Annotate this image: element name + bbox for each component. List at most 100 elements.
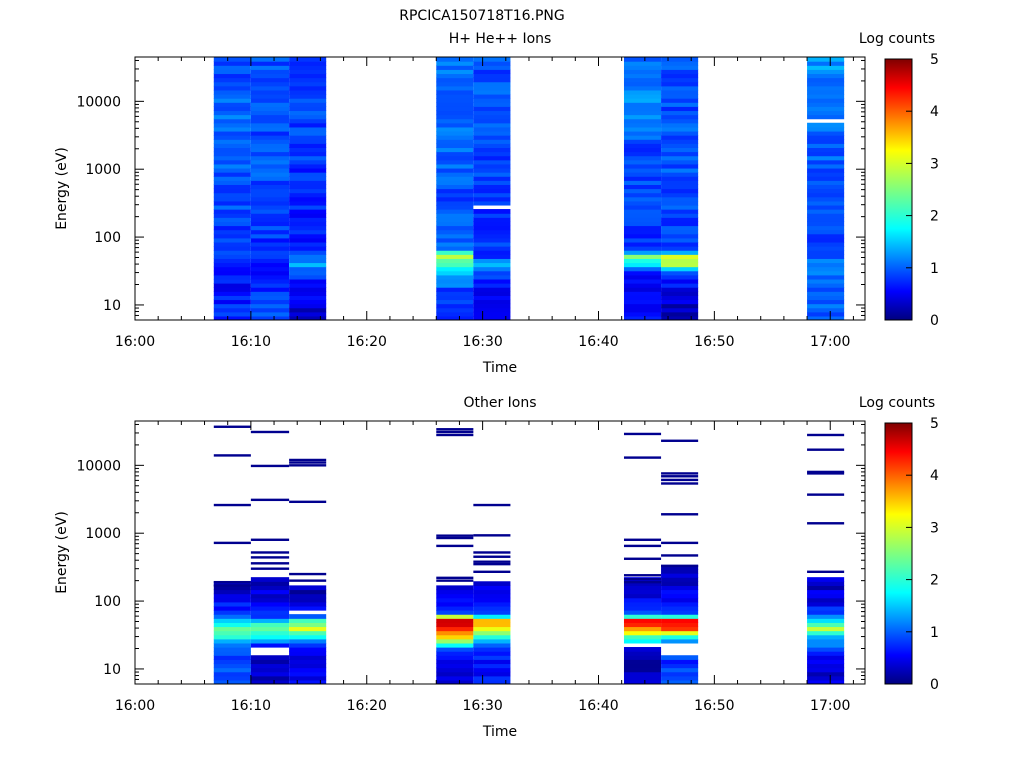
heatmap-cell bbox=[213, 634, 251, 640]
count-line bbox=[436, 433, 474, 437]
heatmap-cell bbox=[436, 163, 474, 169]
heatmap-cell bbox=[250, 209, 290, 214]
heatmap-cell bbox=[289, 200, 327, 206]
heatmap-cell bbox=[289, 110, 327, 116]
heatmap-cell bbox=[623, 303, 662, 309]
heatmap-cell bbox=[250, 605, 290, 611]
heatmap-cell bbox=[473, 85, 511, 91]
heatmap-cell bbox=[436, 270, 474, 276]
heatmap-cell bbox=[473, 605, 511, 611]
heatmap-cell bbox=[661, 184, 699, 190]
heatmap-cell bbox=[436, 618, 474, 623]
heatmap-cell bbox=[661, 217, 699, 222]
heatmap-cell bbox=[289, 155, 327, 161]
heatmap-cell bbox=[213, 589, 251, 595]
count-line bbox=[473, 555, 511, 558]
heatmap-cell bbox=[250, 593, 290, 599]
count-line bbox=[661, 541, 699, 545]
heatmap-cell bbox=[807, 126, 845, 132]
count-line bbox=[250, 538, 290, 541]
heatmap-cell bbox=[250, 139, 290, 144]
count-line bbox=[807, 493, 845, 496]
heatmap-cell bbox=[436, 102, 474, 107]
heatmap-cell bbox=[213, 188, 251, 194]
heatmap-cell bbox=[436, 159, 474, 165]
heatmap-cell bbox=[623, 98, 662, 103]
heatmap-cell bbox=[807, 93, 845, 99]
heatmap-cell bbox=[436, 250, 474, 255]
heatmap-cell bbox=[213, 601, 251, 607]
heatmap-cell bbox=[289, 589, 327, 595]
heatmap-cell bbox=[623, 93, 662, 99]
heatmap-cell bbox=[473, 291, 511, 296]
heatmap-cell bbox=[213, 233, 251, 239]
count-line bbox=[807, 472, 845, 475]
count-line bbox=[807, 570, 845, 573]
heatmap-cell bbox=[250, 287, 290, 292]
heatmap-cell bbox=[289, 593, 327, 599]
heatmap-cell bbox=[213, 262, 251, 268]
heatmap-cell bbox=[250, 241, 290, 247]
time-segment bbox=[436, 57, 474, 320]
heatmap-cell bbox=[473, 176, 511, 181]
heatmap-cell bbox=[213, 229, 251, 235]
heatmap-cell bbox=[473, 237, 511, 243]
heatmap-cell bbox=[473, 221, 511, 227]
heatmap-cell bbox=[807, 184, 845, 190]
heatmap-cell bbox=[213, 593, 251, 599]
heatmap-cell bbox=[473, 671, 511, 677]
heatmap-cell bbox=[250, 159, 290, 165]
heatmap-cell bbox=[436, 675, 474, 681]
heatmap-cell bbox=[436, 98, 474, 103]
heatmap-cell bbox=[289, 299, 327, 305]
heatmap-cell bbox=[289, 291, 327, 296]
heatmap-cell bbox=[807, 610, 845, 615]
heatmap-cell bbox=[807, 638, 845, 644]
heatmap-cell bbox=[213, 114, 251, 120]
heatmap-cell bbox=[250, 581, 290, 586]
heatmap-cell bbox=[661, 241, 699, 247]
heatmap-cell bbox=[289, 258, 327, 264]
heatmap-cell bbox=[213, 246, 251, 251]
count-line bbox=[807, 448, 845, 451]
heatmap-cell bbox=[623, 254, 662, 259]
heatmap-cell bbox=[213, 69, 251, 75]
heatmap-cell bbox=[623, 61, 662, 66]
count-line bbox=[807, 470, 845, 474]
heatmap-cell bbox=[661, 98, 699, 103]
heatmap-cell bbox=[289, 102, 327, 107]
heatmap-cell bbox=[473, 65, 511, 70]
count-line bbox=[213, 425, 251, 428]
heatmap-cell bbox=[661, 262, 699, 268]
heatmap-cell bbox=[289, 188, 327, 194]
heatmap-cell bbox=[213, 184, 251, 190]
heatmap-cell bbox=[289, 262, 327, 268]
heatmap-cell bbox=[807, 225, 845, 231]
heatmap-cell bbox=[473, 270, 511, 276]
heatmap-cell bbox=[213, 618, 251, 623]
heatmap-cell bbox=[213, 679, 251, 684]
heatmap-cell bbox=[473, 89, 511, 95]
y-axis-label: Energy (eV) bbox=[54, 511, 70, 594]
heatmap-cell bbox=[661, 130, 699, 136]
heatmap-cell bbox=[473, 597, 511, 603]
heatmap-cell bbox=[661, 73, 699, 79]
heatmap-cell bbox=[473, 180, 511, 185]
heatmap-cell bbox=[807, 106, 845, 112]
heatmap-cell bbox=[661, 659, 699, 665]
heatmap-cell bbox=[807, 278, 845, 284]
count-line bbox=[250, 498, 290, 502]
heatmap-cell bbox=[289, 192, 327, 198]
heatmap-cell bbox=[661, 135, 699, 140]
heatmap-cell bbox=[473, 184, 511, 190]
heatmap-cell bbox=[473, 634, 511, 640]
heatmap-cell bbox=[289, 626, 327, 632]
heatmap-cell bbox=[436, 593, 474, 599]
heatmap-cell bbox=[661, 568, 699, 574]
heatmap-cell bbox=[473, 299, 511, 305]
heatmap-cell bbox=[289, 295, 327, 301]
heatmap-cell bbox=[289, 679, 327, 684]
heatmap-cell bbox=[807, 98, 845, 103]
heatmap-cell bbox=[807, 291, 845, 296]
heatmap-cell bbox=[661, 614, 699, 619]
